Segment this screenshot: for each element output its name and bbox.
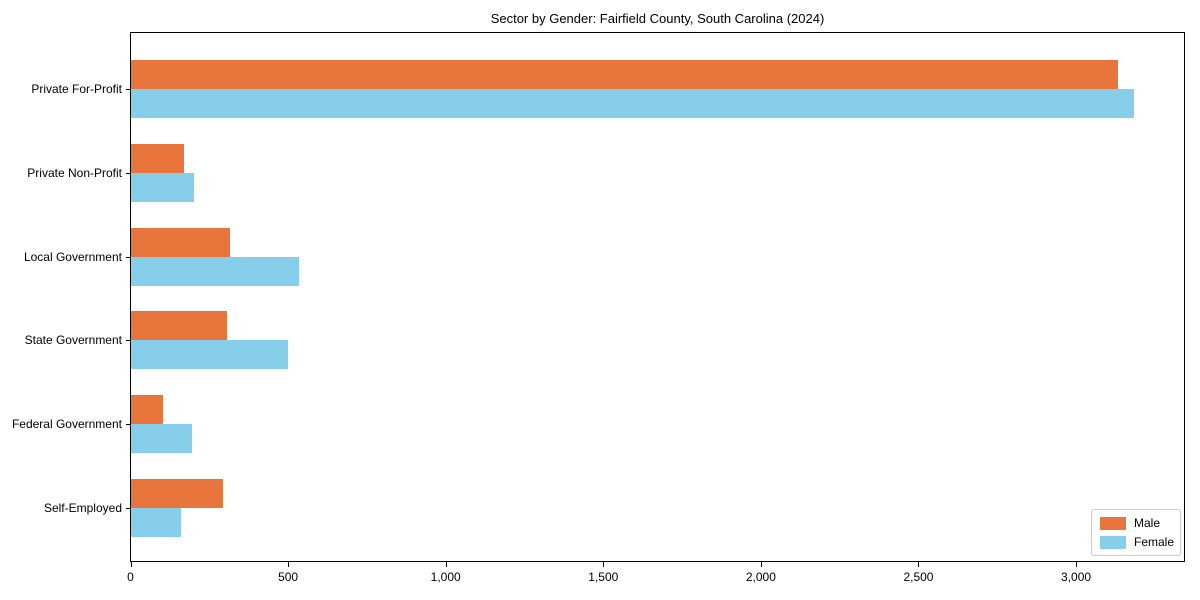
x-tick-label-1: 500 [278, 570, 299, 584]
x-tick-mark-4 [760, 562, 762, 567]
bar-male-5 [131, 479, 223, 509]
legend-label-male: Male [1134, 516, 1161, 530]
plot-area [130, 32, 1185, 562]
x-tick-label-4: 2,000 [745, 570, 776, 584]
legend-swatch-female [1100, 535, 1126, 549]
bar-male-2 [131, 227, 230, 257]
bar-male-0 [131, 59, 1118, 89]
chart-title: Sector by Gender: Fairfield County, Sout… [490, 11, 825, 26]
y-tick-mark-1 [126, 172, 130, 174]
y-tick-label-0: Private For-Profit [31, 81, 122, 96]
y-tick-mark-4 [126, 424, 130, 426]
bar-male-4 [131, 395, 164, 425]
legend-label-female: Female [1134, 535, 1175, 549]
bar-female-2 [131, 256, 300, 286]
bar-female-4 [131, 424, 193, 454]
bar-male-1 [131, 143, 184, 173]
x-tick-mark-6 [1076, 562, 1078, 567]
y-tick-mark-3 [126, 340, 130, 342]
legend-item-female: Female [1100, 535, 1175, 549]
bar-female-3 [131, 340, 288, 370]
bar-female-0 [131, 88, 1134, 118]
x-tick-mark-0 [130, 562, 132, 567]
x-tick-label-0: 0 [127, 570, 134, 584]
x-tick-mark-3 [603, 562, 605, 567]
x-tick-label-3: 1,500 [588, 570, 619, 584]
legend-swatch-male [1100, 516, 1126, 530]
x-tick-label-2: 1,000 [430, 570, 461, 584]
bar-female-5 [131, 508, 182, 538]
y-tick-label-3: State Government [24, 333, 122, 348]
bar-female-1 [131, 172, 194, 202]
y-tick-mark-5 [126, 508, 130, 510]
y-tick-label-4: Federal Government [11, 417, 122, 432]
y-tick-label-5: Self-Employed [43, 501, 122, 516]
y-tick-label-2: Local Government [23, 249, 122, 264]
legend-item-male: Male [1100, 516, 1172, 530]
x-tick-label-6: 3,000 [1061, 570, 1092, 584]
y-tick-mark-0 [126, 88, 130, 90]
legend: Male Female [1091, 509, 1181, 556]
x-tick-mark-5 [918, 562, 920, 567]
x-tick-mark-1 [288, 562, 290, 567]
y-tick-label-1: Private Non-Profit [27, 165, 122, 180]
y-tick-mark-2 [126, 256, 130, 258]
x-tick-label-5: 2,500 [903, 570, 934, 584]
bar-male-3 [131, 311, 228, 341]
x-tick-mark-2 [445, 562, 447, 567]
